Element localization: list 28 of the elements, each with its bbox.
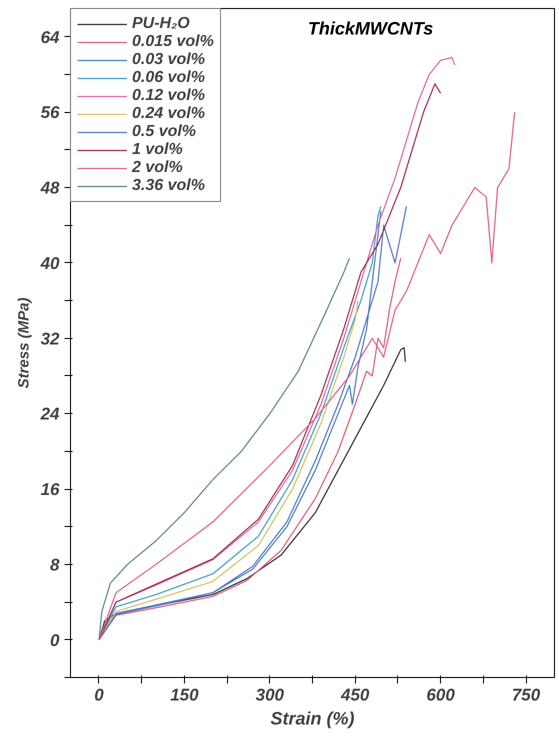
y-axis-title: Stress (MPa) — [16, 298, 33, 388]
y-tick-label: 0 — [50, 630, 60, 650]
x-tick-label: 450 — [340, 686, 370, 704]
y-tick-label: 48 — [40, 178, 60, 198]
y-tick-label: 8 — [50, 555, 60, 574]
legend-label: 1 vol% — [132, 141, 183, 159]
y-tick-label: 24 — [40, 404, 60, 424]
y-tick-label: 40 — [40, 254, 60, 273]
x-axis-title: Strain (%) — [270, 708, 355, 728]
y-tick-label: 16 — [40, 480, 60, 500]
legend-label: 0.12 vol% — [132, 87, 205, 105]
x-tick-label: 300 — [256, 686, 285, 704]
legend-label: 0.24 vol% — [132, 105, 205, 123]
x-tick-label: 750 — [512, 686, 541, 704]
text: ThickMWCNTs — [308, 18, 434, 39]
x-tick-label: 150 — [170, 686, 200, 704]
legend-label: 0.03 vol% — [132, 51, 205, 69]
y-tick-label: 56 — [40, 103, 60, 122]
y-tick-label: 64 — [40, 28, 60, 47]
legend-label: 0.5 vol% — [132, 123, 196, 141]
legend-label: 2 vol% — [132, 159, 183, 177]
legend-label: 0.06 vol% — [132, 69, 205, 87]
legend-label: 3.36 vol% — [132, 177, 205, 195]
x-tick-label: 0 — [94, 686, 104, 704]
y-tick-label: 32 — [40, 329, 60, 348]
legend-label: PU-H₂O — [132, 15, 190, 33]
x-tick-label: 600 — [426, 686, 456, 704]
legend-label: 0.015 vol% — [132, 33, 214, 51]
